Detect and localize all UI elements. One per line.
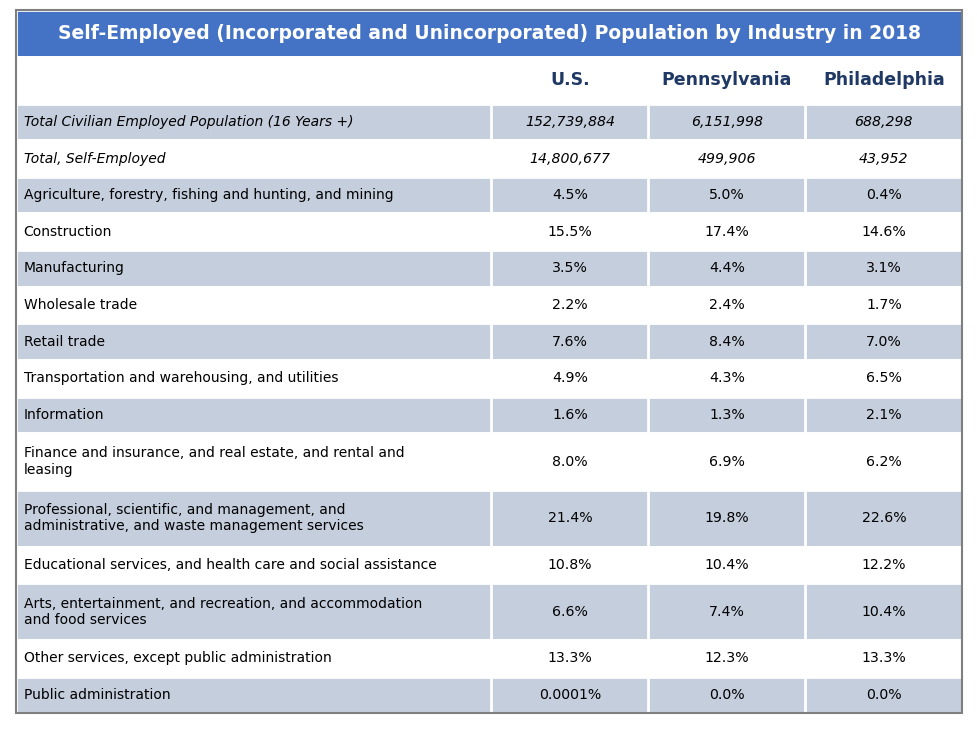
Text: 6.2%: 6.2%: [865, 455, 901, 469]
Text: Educational services, and health care and social assistance: Educational services, and health care an…: [23, 558, 436, 572]
Text: Finance and insurance, and real estate, and rental and
leasing: Finance and insurance, and real estate, …: [23, 447, 404, 476]
Bar: [16, 397, 961, 433]
Bar: [16, 287, 961, 323]
Text: 499,906: 499,906: [697, 152, 755, 166]
Text: 4.9%: 4.9%: [551, 372, 587, 385]
Text: 8.4%: 8.4%: [708, 334, 743, 348]
Text: 19.8%: 19.8%: [703, 511, 748, 525]
Text: 0.0%: 0.0%: [708, 688, 743, 702]
Bar: [16, 323, 961, 360]
Bar: [16, 10, 961, 56]
Text: 1.6%: 1.6%: [551, 408, 587, 422]
Text: 152,739,884: 152,739,884: [525, 115, 615, 129]
Text: 0.0001%: 0.0001%: [538, 688, 601, 702]
Text: 3.5%: 3.5%: [551, 262, 587, 276]
Text: 7.6%: 7.6%: [551, 334, 587, 348]
Bar: [16, 104, 961, 140]
Text: 8.0%: 8.0%: [551, 455, 587, 469]
Text: Arts, entertainment, and recreation, and accommodation
and food services: Arts, entertainment, and recreation, and…: [23, 597, 421, 626]
Text: 2.1%: 2.1%: [866, 408, 901, 422]
Text: 43,952: 43,952: [858, 152, 908, 166]
Text: 3.1%: 3.1%: [865, 262, 901, 276]
Bar: [16, 250, 961, 287]
Text: Total, Self-Employed: Total, Self-Employed: [23, 152, 165, 166]
Text: U.S.: U.S.: [549, 71, 589, 89]
Text: 4.3%: 4.3%: [708, 372, 744, 385]
Bar: [16, 547, 961, 583]
Text: 1.3%: 1.3%: [708, 408, 743, 422]
Bar: [16, 640, 961, 677]
Bar: [16, 490, 961, 547]
Text: 13.3%: 13.3%: [861, 652, 906, 665]
Text: 1.7%: 1.7%: [865, 298, 901, 312]
Bar: [16, 677, 961, 713]
Text: 2.4%: 2.4%: [708, 298, 743, 312]
Text: 2.2%: 2.2%: [551, 298, 587, 312]
Text: 7.0%: 7.0%: [865, 334, 901, 348]
Text: 22.6%: 22.6%: [861, 511, 906, 525]
Text: Retail trade: Retail trade: [23, 334, 105, 348]
Text: 0.0%: 0.0%: [866, 688, 901, 702]
Bar: [16, 140, 961, 177]
Bar: [16, 433, 961, 490]
Text: Self-Employed (Incorporated and Unincorporated) Population by Industry in 2018: Self-Employed (Incorporated and Unincorp…: [58, 24, 919, 42]
Text: Professional, scientific, and management, and
administrative, and waste manageme: Professional, scientific, and management…: [23, 503, 363, 533]
Text: Total Civilian Employed Population (16 Years +): Total Civilian Employed Population (16 Y…: [23, 115, 353, 129]
Text: 10.8%: 10.8%: [547, 558, 591, 572]
Text: Wholesale trade: Wholesale trade: [23, 298, 137, 312]
Text: 12.2%: 12.2%: [861, 558, 905, 572]
Text: 7.4%: 7.4%: [708, 605, 744, 619]
Text: 13.3%: 13.3%: [547, 652, 592, 665]
Text: Construction: Construction: [23, 225, 112, 239]
Text: 6.6%: 6.6%: [551, 605, 587, 619]
Text: 12.3%: 12.3%: [703, 652, 748, 665]
Text: Other services, except public administration: Other services, except public administra…: [23, 652, 331, 665]
Text: 6,151,998: 6,151,998: [690, 115, 762, 129]
Text: 5.0%: 5.0%: [708, 188, 743, 202]
Text: 14,800,677: 14,800,677: [529, 152, 610, 166]
Text: 10.4%: 10.4%: [861, 605, 906, 619]
Text: 21.4%: 21.4%: [547, 511, 592, 525]
Bar: [16, 177, 961, 213]
Text: 4.4%: 4.4%: [708, 262, 744, 276]
Text: Philadelphia: Philadelphia: [822, 71, 944, 89]
Text: Agriculture, forestry, fishing and hunting, and mining: Agriculture, forestry, fishing and hunti…: [23, 188, 393, 202]
Bar: [16, 583, 961, 640]
Text: 17.4%: 17.4%: [703, 225, 748, 239]
Text: 688,298: 688,298: [854, 115, 913, 129]
Text: Information: Information: [23, 408, 104, 422]
Text: 10.4%: 10.4%: [703, 558, 748, 572]
Bar: [16, 56, 961, 104]
Text: Public administration: Public administration: [23, 688, 170, 702]
Bar: [16, 360, 961, 397]
Text: Manufacturing: Manufacturing: [23, 262, 124, 276]
Text: 4.5%: 4.5%: [551, 188, 587, 202]
Text: 0.4%: 0.4%: [865, 188, 901, 202]
Text: 14.6%: 14.6%: [861, 225, 906, 239]
Text: Transportation and warehousing, and utilities: Transportation and warehousing, and util…: [23, 372, 338, 385]
Text: 15.5%: 15.5%: [547, 225, 592, 239]
Text: 6.9%: 6.9%: [708, 455, 744, 469]
Text: Pennsylvania: Pennsylvania: [661, 71, 791, 89]
Text: 6.5%: 6.5%: [865, 372, 901, 385]
Bar: [16, 213, 961, 250]
